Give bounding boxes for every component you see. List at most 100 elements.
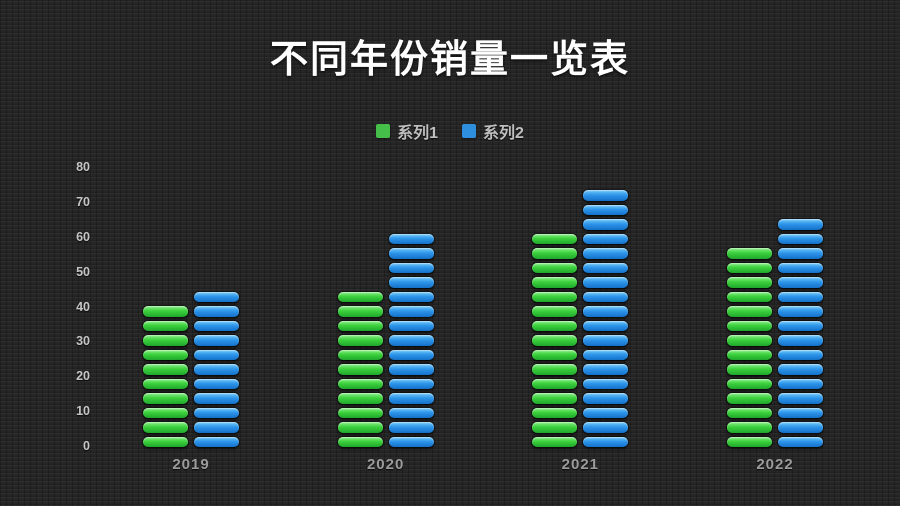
- legend-swatch-icon: [462, 124, 476, 138]
- legend: 系列1 系列2: [0, 119, 900, 143]
- bar-segment: [388, 233, 434, 244]
- bar-segment: [727, 248, 772, 259]
- bar-2022-series2: [778, 219, 823, 447]
- bar-segment: [388, 422, 434, 433]
- bar-segment: [727, 407, 772, 418]
- bar-segment: [388, 291, 434, 302]
- bar-segment: [388, 378, 434, 389]
- bar-segment: [532, 320, 578, 331]
- bar-segment: [337, 393, 383, 404]
- bar-segment: [727, 277, 772, 288]
- bar-segment: [337, 436, 383, 447]
- bar-segment: [532, 335, 578, 346]
- bar-segment: [583, 291, 629, 302]
- bar-segment: [143, 335, 188, 346]
- bar-segment: [778, 349, 823, 360]
- bar-segment: [583, 233, 629, 244]
- y-axis-tick-80: 80: [76, 160, 90, 174]
- bar-segment: [727, 422, 772, 433]
- bar-segment: [194, 291, 239, 302]
- bar-segment: [143, 349, 188, 360]
- bar-segment: [778, 407, 823, 418]
- bar-segment: [532, 277, 578, 288]
- bar-segment: [532, 233, 578, 244]
- bar-segment: [337, 364, 383, 375]
- bar-segment: [778, 320, 823, 331]
- bar-segment: [388, 436, 434, 447]
- legend-item-1: 系列1: [376, 119, 438, 143]
- y-axis-tick-60: 60: [76, 229, 90, 244]
- bar-segment: [337, 291, 383, 302]
- bar-segment: [727, 349, 772, 360]
- bar-segment: [388, 320, 434, 331]
- bar-segment: [778, 436, 823, 447]
- bar-segment: [583, 204, 629, 215]
- y-axis-tick-10: 10: [76, 404, 90, 419]
- bar-segment: [727, 364, 772, 375]
- bar-segment: [583, 436, 629, 447]
- bar-segment: [778, 291, 823, 302]
- bar-segment: [778, 393, 823, 404]
- bar-segment: [778, 306, 823, 317]
- bar-segment: [532, 407, 578, 418]
- bar-segment: [532, 306, 578, 317]
- bar-segment: [337, 378, 383, 389]
- bar-2020-series2: [388, 233, 434, 447]
- bar-segment: [194, 407, 239, 418]
- y-axis-tick-30: 30: [76, 334, 90, 349]
- bar-2022-series1: [727, 248, 772, 447]
- bar-segment: [337, 306, 383, 317]
- bar-segment: [194, 436, 239, 447]
- bar-segment: [778, 378, 823, 389]
- bar-segment: [388, 335, 434, 346]
- y-axis-tick-50: 50: [76, 264, 90, 279]
- bar-segment: [778, 364, 823, 375]
- bar-segment: [583, 190, 629, 201]
- y-axis-tick-20: 20: [76, 369, 90, 384]
- bar-segment: [583, 262, 629, 273]
- bar-segment: [583, 349, 629, 360]
- bar-segment: [727, 262, 772, 273]
- bar-segment: [337, 320, 383, 331]
- bar-segment: [778, 262, 823, 273]
- bar-segment: [727, 291, 772, 302]
- bar-segment: [388, 277, 434, 288]
- bar-segment: [583, 393, 629, 404]
- bar-segment: [194, 422, 239, 433]
- legend-label: 系列2: [483, 125, 524, 142]
- bar-segment: [727, 393, 772, 404]
- bar-segment: [778, 233, 823, 244]
- bar-2021-series1: [532, 233, 578, 447]
- bar-segment: [727, 306, 772, 317]
- bar-segment: [583, 364, 629, 375]
- x-axis-label-2021: 2021: [561, 456, 600, 473]
- x-axis-label-2019: 2019: [172, 456, 210, 473]
- bar-segment: [194, 335, 239, 346]
- bar-segment: [388, 393, 434, 404]
- bar-segment: [532, 248, 578, 259]
- bar-2019-series1: [143, 306, 188, 447]
- bar-segment: [532, 364, 578, 375]
- bar-segment: [583, 248, 629, 259]
- bar-segment: [194, 364, 239, 375]
- bar-segment: [532, 291, 578, 302]
- bar-segment: [337, 422, 383, 433]
- bar-segment: [532, 262, 578, 273]
- bar-segment: [143, 436, 188, 447]
- bar-segment: [194, 393, 239, 404]
- bar-segment: [143, 407, 188, 418]
- bar-segment: [583, 407, 629, 418]
- bar-segment: [583, 277, 629, 288]
- bar-segment: [532, 393, 578, 404]
- bar-2020-series1: [337, 291, 383, 447]
- bar-segment: [778, 248, 823, 259]
- legend-item-2: 系列2: [462, 119, 524, 143]
- bar-segment: [388, 349, 434, 360]
- legend-swatch-icon: [376, 124, 391, 138]
- x-axis-label-2020: 2020: [366, 456, 405, 473]
- bar-segment: [778, 335, 823, 346]
- bar-segment: [388, 306, 434, 317]
- x-axis-label-2022: 2022: [756, 456, 794, 473]
